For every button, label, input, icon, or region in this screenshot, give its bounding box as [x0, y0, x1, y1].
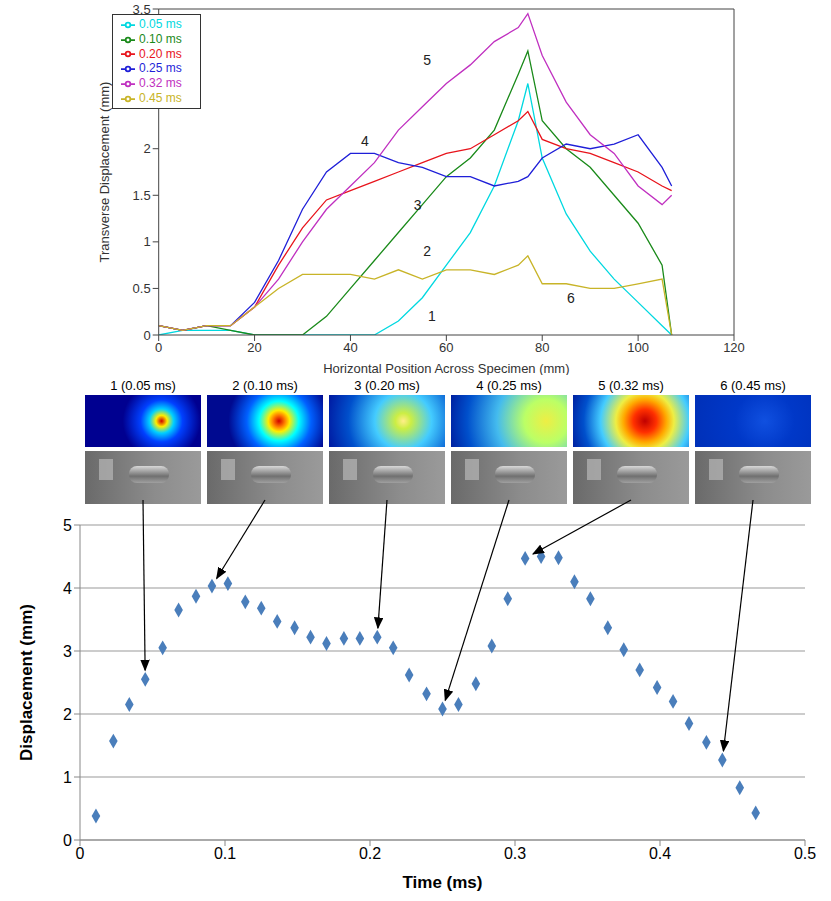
- svg-text:Displacement (mm): Displacement (mm): [17, 604, 36, 761]
- svg-text:Transverse Displacement (mm): Transverse Displacement (mm): [97, 82, 112, 263]
- svg-text:20: 20: [247, 340, 261, 355]
- svg-text:0.5: 0.5: [133, 281, 151, 296]
- svg-text:1: 1: [428, 308, 436, 324]
- svg-text:0.5: 0.5: [794, 845, 816, 862]
- svg-text:0: 0: [63, 832, 72, 849]
- svg-text:2.5: 2.5: [133, 95, 151, 110]
- svg-text:Time (ms): Time (ms): [403, 873, 483, 892]
- svg-text:1: 1: [143, 234, 150, 249]
- svg-text:Horizontal Position Across Spe: Horizontal Position Across Specimen (mm): [323, 361, 569, 375]
- svg-text:2: 2: [63, 706, 72, 723]
- svg-text:0.2: 0.2: [359, 845, 381, 862]
- svg-text:1: 1: [63, 769, 72, 786]
- svg-text:2: 2: [143, 141, 150, 156]
- svg-text:60: 60: [439, 340, 453, 355]
- svg-text:0.3: 0.3: [504, 845, 526, 862]
- svg-text:0.1: 0.1: [214, 845, 236, 862]
- svg-text:5: 5: [423, 52, 431, 68]
- svg-text:4: 4: [63, 580, 72, 597]
- svg-text:3: 3: [143, 48, 150, 63]
- svg-text:6: 6: [567, 290, 575, 306]
- svg-text:120: 120: [723, 340, 745, 355]
- svg-text:0.4: 0.4: [649, 845, 671, 862]
- svg-text:40: 40: [343, 340, 357, 355]
- svg-text:3: 3: [63, 643, 72, 660]
- svg-text:0: 0: [155, 340, 162, 355]
- svg-text:4: 4: [361, 133, 369, 149]
- svg-text:80: 80: [535, 340, 549, 355]
- svg-text:0: 0: [76, 845, 85, 862]
- svg-text:2: 2: [423, 243, 431, 259]
- svg-text:3: 3: [414, 197, 422, 213]
- svg-text:1.5: 1.5: [133, 188, 151, 203]
- svg-text:5: 5: [63, 517, 72, 534]
- svg-text:0: 0: [143, 328, 150, 343]
- svg-text:3.5: 3.5: [133, 2, 151, 17]
- svg-text:100: 100: [627, 340, 649, 355]
